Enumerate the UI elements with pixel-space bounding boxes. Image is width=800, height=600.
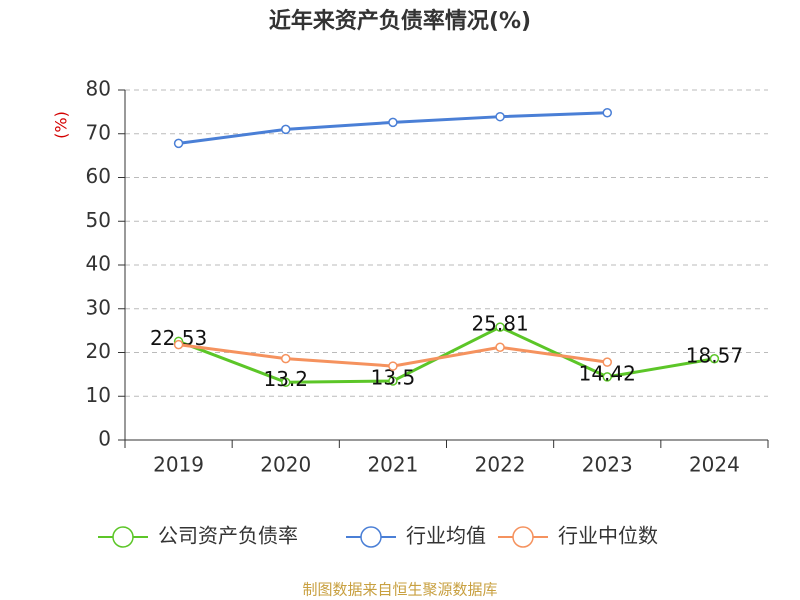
data-point	[602, 372, 612, 382]
legend-marker	[512, 526, 534, 548]
legend-label: 公司资产负债率	[158, 524, 298, 548]
data-point	[495, 342, 505, 352]
data-point	[388, 376, 398, 386]
data-point	[173, 339, 184, 350]
x-tick-label: 2024	[689, 453, 740, 477]
data-label: 13.2	[263, 367, 308, 391]
y-tick-label: 50	[86, 208, 111, 232]
legend-marker	[360, 526, 382, 548]
y-tick-label: 60	[86, 164, 111, 188]
legend-marker	[112, 526, 134, 548]
legend-label: 行业中位数	[558, 524, 658, 548]
x-tick-label: 2022	[475, 453, 526, 477]
data-point	[281, 124, 291, 135]
data-point	[281, 353, 291, 364]
x-tick-label: 2020	[260, 453, 311, 477]
y-tick-label: 30	[86, 295, 111, 319]
data-label: 25.81	[471, 312, 528, 336]
data-label: 18.57	[686, 343, 743, 367]
series-line	[178, 325, 715, 384]
y-axis-label: (%)	[52, 111, 71, 139]
data-point	[709, 354, 720, 364]
x-tick-label: 2019	[153, 453, 204, 477]
y-tick-label: 10	[86, 383, 111, 407]
data-point	[602, 108, 612, 118]
y-tick-label: 70	[86, 120, 111, 144]
source: 制图数据来自恒生聚源数据库	[302, 581, 497, 599]
data-point	[173, 138, 184, 149]
y-tick-label: 80	[86, 77, 111, 101]
data-point	[602, 357, 612, 367]
x-tick-label: 2023	[582, 453, 633, 477]
data-point	[495, 322, 505, 332]
y-tick-label: 40	[86, 252, 111, 276]
x-tick-label: 2021	[367, 453, 418, 477]
data-point	[281, 377, 291, 387]
chart-title: 近年来资产负债率情况(%)	[269, 8, 531, 34]
data-point	[495, 111, 505, 122]
y-tick-label: 20	[86, 339, 111, 363]
y-tick-label: 0	[98, 427, 111, 451]
data-point	[388, 117, 398, 128]
legend-label: 行业均值	[406, 524, 486, 548]
data-point	[388, 361, 398, 371]
